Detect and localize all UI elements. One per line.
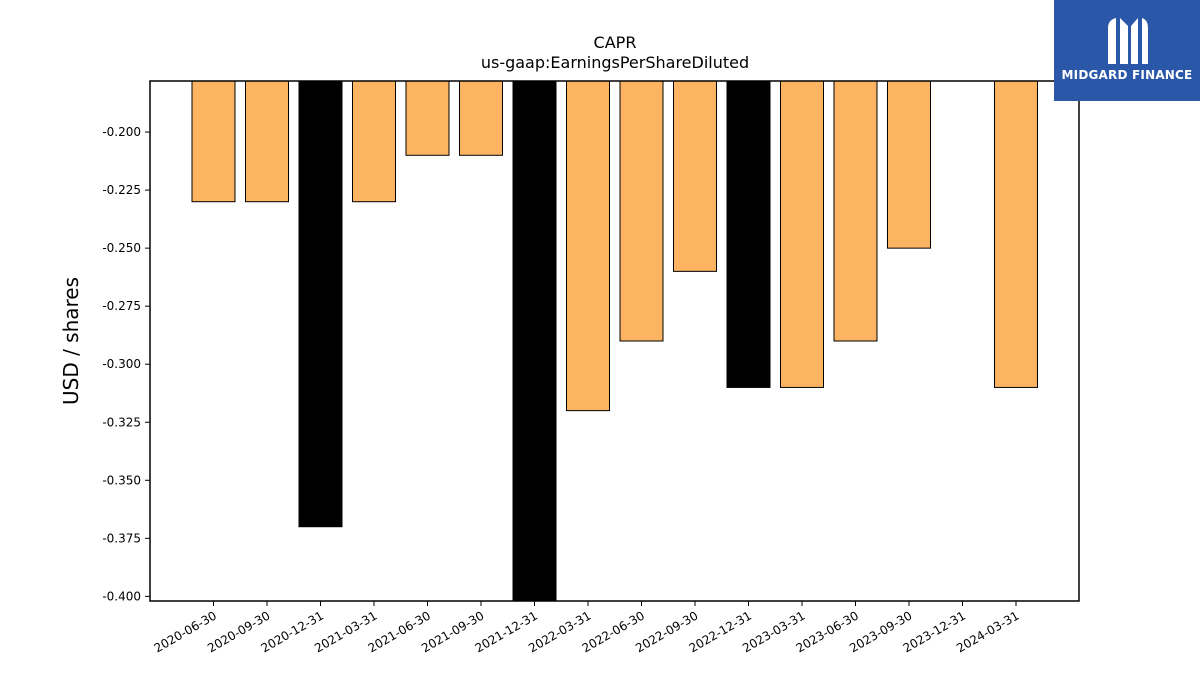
y-tick-label: -0.250	[102, 241, 141, 255]
chart-title: CAPR	[594, 33, 637, 52]
bar-2023-03-31	[780, 80, 824, 388]
bar-2021-12-31	[512, 80, 557, 602]
bars-group	[191, 80, 1038, 602]
logo-text: MIDGARD FINANCE	[1061, 68, 1193, 82]
y-tick-label: -0.325	[102, 415, 141, 429]
brand-logo: MIDGARD FINANCE	[1054, 0, 1200, 101]
y-tick-label: -0.225	[102, 183, 141, 197]
bar-2020-06-30	[191, 80, 236, 203]
bar-2021-06-30	[405, 80, 450, 156]
bar-2022-12-31	[726, 80, 771, 388]
bar-2020-12-31	[298, 80, 343, 528]
plot-frame	[149, 80, 1080, 602]
y-tick-label: -0.275	[102, 299, 141, 313]
bar-2021-09-30	[459, 80, 503, 156]
bar-2023-09-30	[887, 80, 931, 249]
bar-2021-03-31	[352, 80, 396, 203]
y-axis-label: USD / shares	[59, 277, 83, 405]
logo-mark-icon	[1108, 18, 1148, 64]
chart-subtitle: us-gaap:EarningsPerShareDiluted	[481, 53, 749, 72]
y-tick-label: -0.200	[102, 125, 141, 139]
y-tick-label: -0.350	[102, 473, 141, 487]
bar-2022-06-30	[619, 80, 664, 342]
bar-2022-09-30	[673, 80, 717, 272]
x-ticks-group: 2020-06-302020-09-302020-12-312021-03-31…	[152, 601, 1022, 655]
y-tick-label: -0.400	[102, 589, 141, 603]
bar-2022-03-31	[566, 80, 610, 412]
y-tick-label: -0.375	[102, 531, 141, 545]
y-tick-label: -0.300	[102, 357, 141, 371]
bar-2024-03-31	[994, 80, 1038, 388]
y-ticks-group: -0.200 -0.225 -0.250 -0.275 -0.300 -0.325 -0.3…	[102, 125, 150, 603]
bar-2020-09-30	[245, 80, 289, 203]
bar-2023-06-30	[833, 80, 878, 342]
